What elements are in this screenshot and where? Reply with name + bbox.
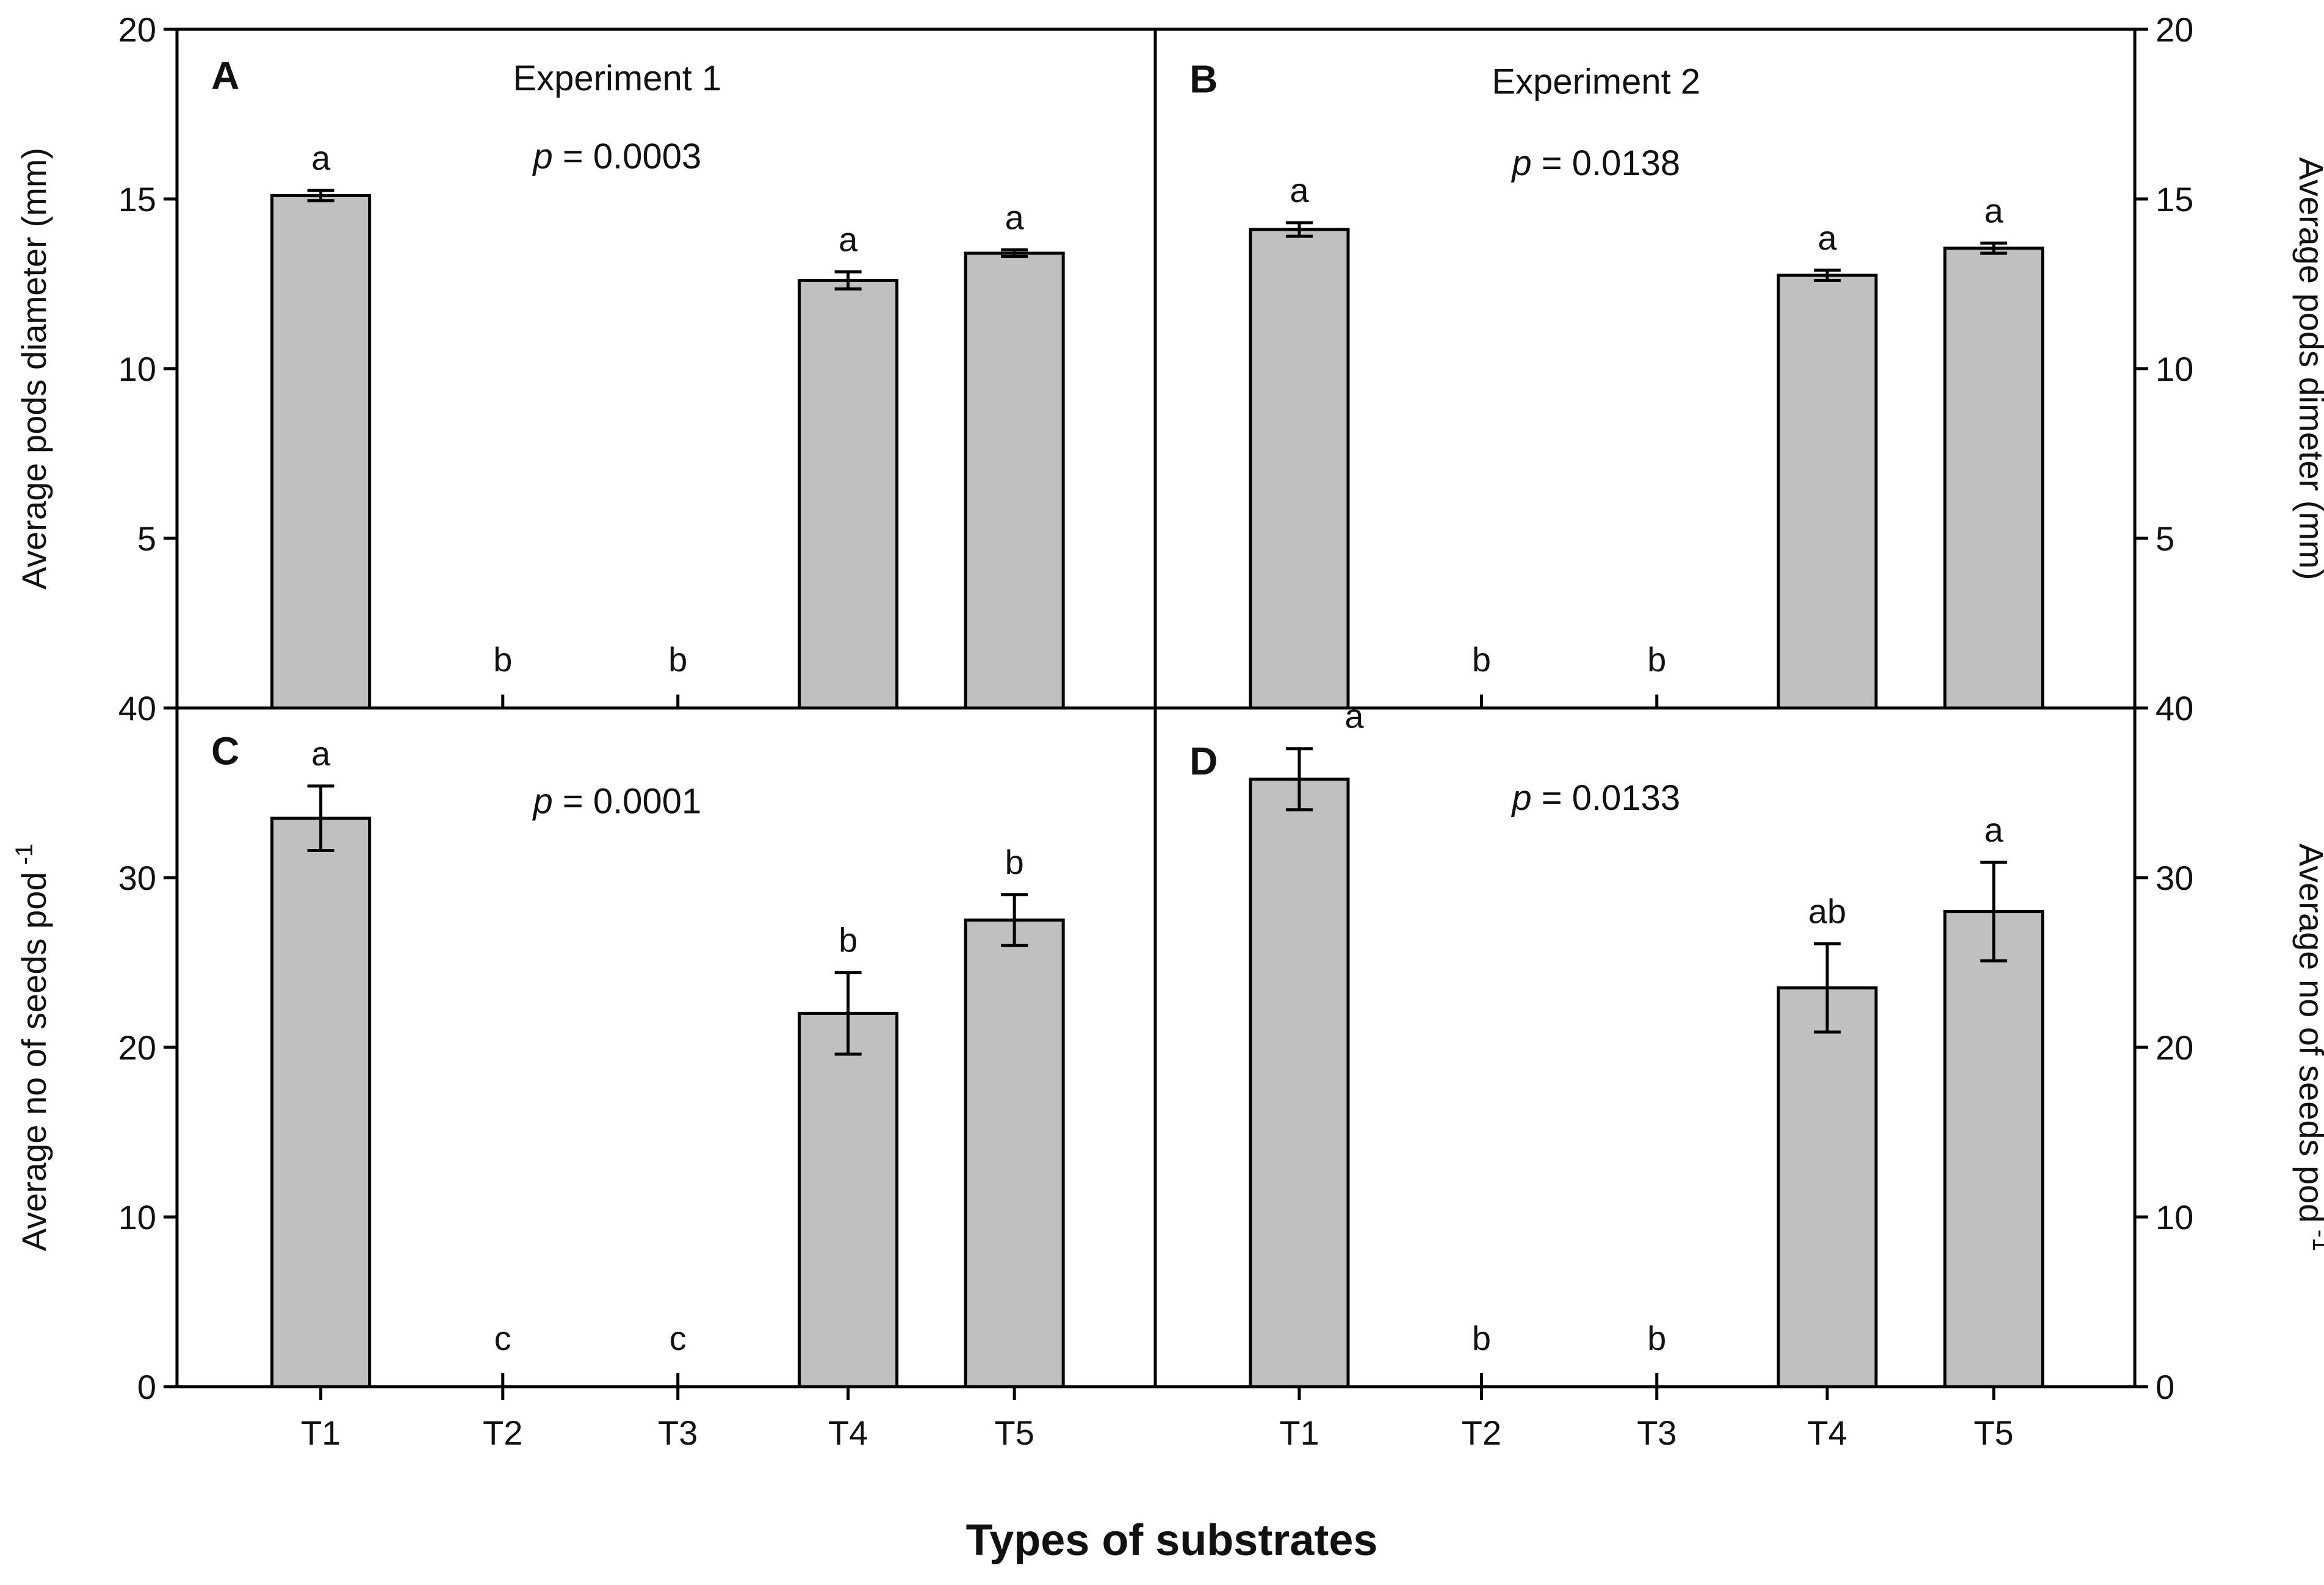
significance-letter: b <box>1005 843 1024 881</box>
x-tick-label-T2: T2 <box>1462 1414 1501 1452</box>
bar-T1 <box>270 817 372 1388</box>
y-tick-label: 10 <box>2156 1198 2193 1237</box>
y-tick-label: 15 <box>118 180 156 218</box>
x-tick-label-T1: T1 <box>301 1414 341 1452</box>
y-tick-label: 30 <box>118 859 156 897</box>
significance-letter: b <box>1647 1319 1666 1357</box>
y-tick-label: 0 <box>137 1368 156 1406</box>
significance-letter: b <box>668 640 687 679</box>
x-tick-label-T3: T3 <box>658 1414 698 1452</box>
bar-T5 <box>964 919 1065 1388</box>
significance-letter: b <box>1472 1319 1491 1357</box>
y-axis-title: Average pods diameter (mm) <box>15 148 53 590</box>
y-axis-title-superscript: -1 <box>11 843 38 872</box>
y-axis-title-text: Average no of seeds pod <box>15 872 53 1252</box>
x-tick-label-T2: T2 <box>483 1414 522 1452</box>
bar-T1 <box>270 193 372 710</box>
p-value: p = 0.0138 <box>1510 143 1680 183</box>
y-tick-label: 20 <box>2156 1028 2193 1067</box>
bar-T4 <box>1777 986 1878 1388</box>
y-tick-label: 40 <box>2156 689 2193 728</box>
y-axis-title: Average pods dimeter (mm) <box>2292 157 2324 580</box>
y-axis-title-text: Average no of seeds pod <box>2292 843 2324 1223</box>
p-value-text: = 0.0138 <box>1542 143 1680 183</box>
y-axis-title-text: Average pods diameter (mm) <box>15 148 53 590</box>
bar-T4 <box>1777 273 1878 710</box>
x-tick-label-T4: T4 <box>828 1414 868 1452</box>
y-tick-label: 20 <box>118 10 156 49</box>
bar-T5 <box>964 251 1065 710</box>
p-value: p = 0.0003 <box>532 137 701 176</box>
x-tick-label-T1: T1 <box>1279 1414 1319 1452</box>
p-symbol: p <box>532 781 562 821</box>
experiment-title: Experiment 1 <box>513 59 721 98</box>
x-tick-label-T5: T5 <box>1974 1414 2013 1452</box>
y-tick-label: 40 <box>118 689 156 728</box>
y-tick-label: 5 <box>2156 519 2174 558</box>
significance-letter: b <box>1647 640 1666 679</box>
y-axis-title: Average no of seeds pod -1 <box>11 843 53 1251</box>
y-axis-title-superscript: -1 <box>2308 1222 2324 1251</box>
panel-label: B <box>1189 57 1218 101</box>
significance-letter: a <box>311 734 331 773</box>
y-tick-label: 0 <box>2156 1368 2174 1406</box>
y-tick-label: 40 <box>2156 689 2193 728</box>
x-tick-label-T4: T4 <box>1807 1414 1847 1452</box>
y-axis-title: Average no of seeds pod -1 <box>2292 843 2324 1251</box>
x-tick-label-T5: T5 <box>994 1414 1034 1452</box>
p-symbol: p <box>532 137 562 176</box>
bar-T4 <box>798 278 899 710</box>
y-tick-label: 15 <box>2156 180 2193 218</box>
significance-letter: a <box>1344 697 1364 735</box>
y-axis-title-text: Average pods dimeter (mm) <box>2292 157 2324 580</box>
y-tick-label: 10 <box>118 1198 156 1237</box>
significance-letter: a <box>1005 198 1025 236</box>
bar-T1 <box>1249 228 1350 710</box>
x-tick-label-T3: T3 <box>1637 1414 1676 1452</box>
p-symbol: p <box>1510 778 1541 818</box>
significance-letter: b <box>493 640 512 679</box>
significance-letter: a <box>1984 811 2004 849</box>
y-tick-label: 10 <box>118 350 156 388</box>
significance-letter: ab <box>1808 892 1846 930</box>
bar-T5 <box>1943 247 2044 710</box>
panel-B: 40 5 10 15 20 a b b a a B Experiment 2 p = 0.0138 Ave… <box>1153 10 2324 728</box>
p-symbol: p <box>1510 143 1541 183</box>
y-tick-label: 5 <box>137 519 156 558</box>
significance-letter: a <box>1984 191 2004 229</box>
significance-letter: c <box>669 1319 687 1357</box>
panel-label: D <box>1189 739 1218 783</box>
p-value: p = 0.0001 <box>532 781 701 821</box>
experiment-title: Experiment 2 <box>1492 62 1700 102</box>
bar-T5 <box>1943 910 2044 1388</box>
p-value: p = 0.0133 <box>1510 778 1680 818</box>
significance-letter: b <box>839 921 857 959</box>
x-axis-title: Types of substrates <box>966 1516 1378 1565</box>
y-tick-label: 10 <box>2156 350 2193 388</box>
panel-A: 40 5 10 15 20 a b b a a A Experiment 1 p = 0.0003 Ave… <box>15 10 1157 728</box>
y-tick-label: 30 <box>2156 859 2193 897</box>
p-value-text: = 0.0003 <box>563 137 701 176</box>
panel-label: A <box>211 54 239 98</box>
significance-letter: b <box>1472 640 1491 679</box>
p-value-text: = 0.0001 <box>563 781 701 821</box>
significance-letter: a <box>839 220 858 259</box>
panel-label: C <box>211 729 239 773</box>
bar-T4 <box>798 1011 899 1388</box>
y-tick-label: 20 <box>2156 10 2193 49</box>
significance-letter: a <box>1817 218 1837 257</box>
panel-C: 0 10 20 30 T1 T2 T3 T4 T5 a c c b b Cp = 0.0001 Average… <box>11 706 1157 1452</box>
y-tick-label: 20 <box>118 1028 156 1067</box>
significance-letter: c <box>494 1319 511 1357</box>
significance-letter: a <box>1290 171 1309 209</box>
significance-letter: a <box>311 139 331 177</box>
p-value-text: = 0.0133 <box>1542 778 1680 818</box>
bar-T1 <box>1249 778 1350 1388</box>
